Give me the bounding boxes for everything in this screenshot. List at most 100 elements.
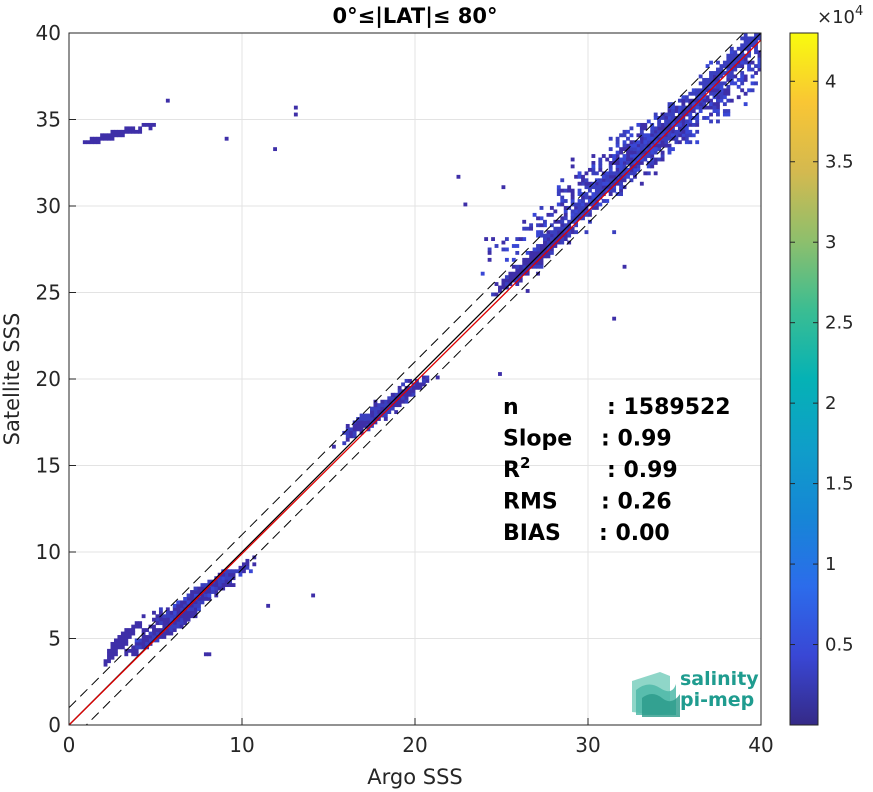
density-cell [352,427,357,432]
density-cell [397,399,402,404]
density-cell [352,423,357,428]
density-cell [342,441,347,446]
density-cell [639,147,644,152]
density-cell [619,188,623,193]
density-cell [359,413,364,418]
density-cell [722,102,727,107]
density-cell [435,375,440,380]
density-cell [698,74,703,79]
density-cell [657,136,662,141]
density-cell [612,185,617,190]
density-cell [536,264,540,269]
density-cell [754,50,758,55]
density-cell [629,157,634,162]
density-cell [193,600,198,605]
density-cell [501,247,506,252]
density-cell [141,641,146,646]
density-cell [688,140,693,145]
density-cell [117,635,122,639]
density-cell [131,129,136,134]
density-cell [740,64,745,68]
density-cell [124,641,129,646]
density-cell [698,102,703,107]
density-cell [563,233,568,238]
x-axis-label: Argo SSS [367,765,462,789]
density-cell [598,164,603,169]
density-cell [556,230,561,235]
density-cell [598,185,603,190]
density-cell [570,157,575,162]
density-cell [560,216,565,221]
density-cell [695,122,700,127]
density-cell [221,583,226,587]
density-cell [588,212,592,217]
density-cell [698,88,703,93]
density-cell [401,396,406,401]
density-cell [674,122,679,127]
density-cell [107,136,111,141]
density-cell [366,420,371,425]
density-cell [657,122,662,127]
density-cell [134,648,139,653]
density-cell [138,638,143,643]
density-cell [518,237,523,241]
density-cell [556,237,561,241]
density-cell [681,116,686,120]
density-cell [186,596,191,601]
density-cell [532,264,537,269]
density-cell [636,150,641,155]
density-cell [169,628,174,632]
density-cell [176,600,181,605]
density-cell [664,129,668,134]
density-cell [629,167,634,172]
density-cell [117,638,122,643]
one-to-one-line [69,33,761,725]
density-cell [200,596,205,601]
density-cell [563,237,568,241]
density-cell [608,174,613,179]
density-cell [525,257,530,262]
density-cell [418,382,423,387]
density-cell [117,641,122,646]
density-cell [193,590,198,594]
density-cell [124,638,129,643]
density-cell [518,268,523,273]
density-cell [176,603,181,608]
x-axis-ticks: 0 10 20 30 40 [63,718,774,757]
density-cell [684,109,689,113]
density-cell [639,161,644,165]
density-cell [504,275,509,280]
density-cell [141,645,146,650]
density-cell [653,112,658,117]
density-cell [515,264,520,269]
density-cell [456,174,461,179]
density-cell [134,652,139,657]
density-cell [577,216,582,221]
density-cell [584,178,589,183]
density-cell [546,247,551,252]
density-cell [646,119,651,124]
density-cell [539,247,544,252]
density-cell [674,109,679,113]
density-cell [608,164,613,169]
density-cell [103,136,108,141]
density-cell [750,43,755,48]
density-cell [203,593,208,598]
density-cell [643,171,648,176]
density-cell [190,590,194,594]
density-cell [594,185,599,190]
density-cell [563,199,568,203]
density-cell [615,171,620,176]
density-cell [356,423,361,428]
logo-line2: pi-mep [680,689,754,711]
density-cell [594,188,599,193]
density-cell [418,385,423,390]
density-cell [757,36,761,41]
density-cell [345,423,350,428]
density-cell [543,237,547,241]
density-cell [733,74,738,79]
density-cell [165,607,170,612]
stat-value: : 0.00 [599,521,670,546]
density-cell [681,105,686,110]
density-cell [363,417,367,421]
